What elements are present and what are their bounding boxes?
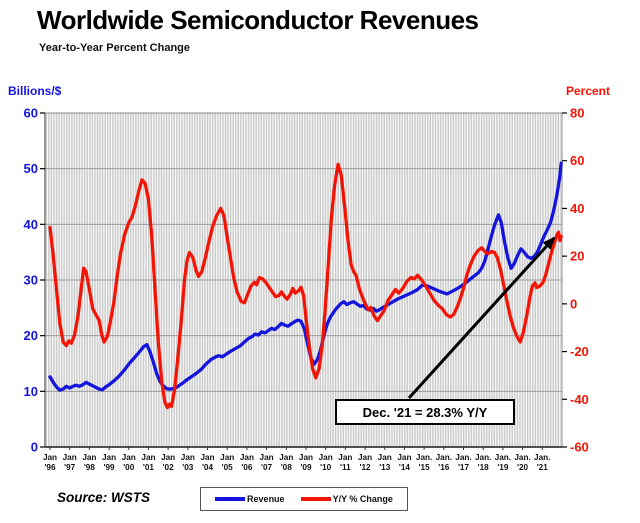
x-axis-month-label: Jan — [200, 453, 214, 462]
x-axis-year-label: '05 — [222, 463, 234, 472]
right-axis-tick-label: -60 — [570, 440, 589, 455]
x-axis-year-label: '99 — [104, 463, 116, 472]
x-axis-year-label: '02 — [163, 463, 175, 472]
x-axis-year-label: '13 — [379, 463, 391, 472]
x-axis-year-label: '09 — [300, 463, 312, 472]
x-axis-month-label: Jan — [82, 453, 96, 462]
series-line-yoy-change — [48, 162, 563, 410]
x-axis-year-label: '19 — [497, 463, 509, 472]
legend-box: Revenue Y/Y % Change — [200, 487, 408, 511]
x-axis-year-label: '21 — [537, 463, 549, 472]
x-axis-month-label: Jan — [319, 453, 333, 462]
series-line-revenue — [48, 161, 563, 392]
right-axis-tick-label: 0 — [570, 296, 577, 311]
right-axis-tick-label: 80 — [570, 106, 584, 121]
x-axis-month-label: Jan — [102, 453, 116, 462]
x-axis-year-label: '08 — [281, 463, 293, 472]
revenue-line-swatch — [215, 497, 246, 501]
x-axis-month-label: Jan — [378, 453, 392, 462]
x-axis-month-label: Jan — [141, 453, 155, 462]
page-title: Worldwide Semiconductor Revenues — [37, 5, 479, 35]
yoy-line-swatch — [300, 497, 331, 501]
left-axis-tick-label: 0 — [31, 440, 38, 455]
legend-label-yoy: Y/Y % Change — [332, 494, 393, 504]
left-axis-tick-label: 40 — [24, 217, 38, 232]
x-axis-year-label: '07 — [261, 463, 273, 472]
right-axis-tick-label: -20 — [570, 344, 589, 359]
x-axis-month-label: Jan — [122, 453, 136, 462]
right-axis-tick-label: -40 — [570, 392, 589, 407]
x-axis-month-label: Jan. — [534, 453, 550, 462]
left-axis-tick-label: 20 — [24, 328, 38, 343]
left-axis-tick-label: 60 — [24, 106, 38, 121]
left-axis-tick-label: 50 — [24, 161, 38, 176]
legend-label-revenue: Revenue — [247, 494, 285, 504]
x-axis-month-label: Jan — [181, 453, 195, 462]
x-axis-year-label: '10 — [320, 463, 332, 472]
x-axis-month-label: Jan — [338, 453, 352, 462]
annotation-callout: Dec. '21 = 28.3% Y/Y — [335, 399, 515, 425]
x-axis-year-label: '17 — [458, 463, 470, 472]
x-axis-month-label: Jan — [161, 453, 175, 462]
x-axis-month-label: Jan. — [495, 453, 511, 462]
x-axis-month-label: Jan — [43, 453, 57, 462]
x-axis-month-label: Jan. — [416, 453, 432, 462]
x-axis-year-label: '98 — [84, 463, 96, 472]
x-axis-year-label: '96 — [44, 463, 56, 472]
right-axis-tick-label: 40 — [570, 201, 584, 216]
x-axis-year-label: '18 — [478, 463, 490, 472]
right-axis-tick-label: 20 — [570, 249, 584, 264]
x-axis-year-label: '06 — [241, 463, 253, 472]
annotation-text: Dec. '21 = 28.3% Y/Y — [362, 404, 488, 420]
x-axis-year-label: '04 — [202, 463, 214, 472]
legend-item-yoy: Y/Y % Change — [300, 494, 393, 504]
x-axis-year-label: '16 — [438, 463, 450, 472]
x-axis-year-label: '11 — [340, 463, 351, 472]
x-axis-year-label: '15 — [419, 463, 431, 472]
x-axis-month-label: Jan — [240, 453, 254, 462]
page-subtitle: Year-to-Year Percent Change — [39, 42, 191, 54]
left-axis-tick-label: 30 — [24, 273, 38, 288]
left-axis-tick-label: 10 — [24, 384, 38, 399]
x-axis-year-label: '14 — [399, 463, 411, 472]
x-axis-month-label: Jan. — [475, 453, 491, 462]
right-axis-tick-label: 60 — [570, 153, 584, 168]
right-axis-unit-label: Percent — [565, 84, 610, 98]
x-axis-year-label: '12 — [360, 463, 372, 472]
x-axis-month-label: Jan — [358, 453, 372, 462]
x-axis-month-label: Jan — [279, 453, 293, 462]
x-axis-month-label: Jan. — [514, 453, 530, 462]
source-label: Source: WSTS — [57, 490, 151, 505]
annotation-arrow — [407, 236, 556, 400]
x-axis-month-label: Jan — [299, 453, 313, 462]
x-axis-month-label: Jan — [63, 453, 77, 462]
x-axis-year-label: '03 — [182, 463, 194, 472]
legend-item-revenue: Revenue — [215, 494, 285, 504]
x-axis-year-label: '20 — [517, 463, 529, 472]
x-axis-month-label: Jan — [260, 453, 274, 462]
x-axis-year-label: '01 — [143, 463, 155, 472]
x-axis-month-label: Jan — [220, 453, 234, 462]
x-axis-year-label: '97 — [64, 463, 76, 472]
x-axis-month-label: Jan — [397, 453, 411, 462]
x-axis-month-label: Jan. — [436, 453, 452, 462]
left-axis-unit-label: Billions/$ — [8, 84, 62, 98]
x-axis-year-label: '00 — [123, 463, 135, 472]
x-axis-month-label: Jan. — [455, 453, 471, 462]
